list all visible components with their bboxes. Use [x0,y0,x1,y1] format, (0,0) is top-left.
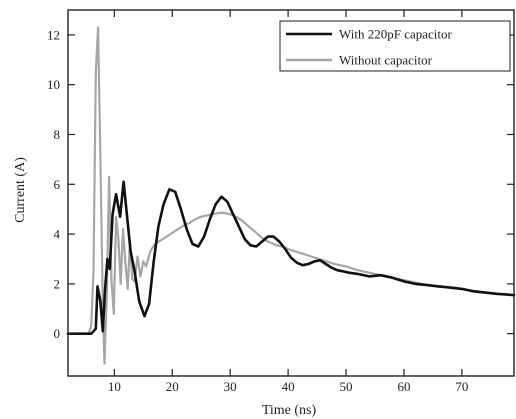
x-tick-label: 10 [108,379,121,394]
x-axis-title: Time (ns) [262,403,317,418]
x-tick-label: 50 [340,379,353,394]
series-layer [66,26,516,365]
legend: With 220pF capacitor Without capacitor [279,20,511,72]
legend-label-with-capacitor: With 220pF capacitor [339,27,453,42]
x-tick-label: 70 [455,379,468,394]
tick-layer: 10 20 30 40 50 60 70 0 2 4 6 8 10 12 [47,10,514,394]
y-tick-label: 10 [47,77,60,92]
legend-label-without-capacitor: Without capacitor [339,53,433,68]
series-line-with-capacitor [66,180,516,336]
x-tick-label: 20 [166,379,179,394]
x-tick-label: 60 [397,379,410,394]
y-tick-label: 4 [54,227,61,242]
series-line-without-capacitor [66,26,516,365]
x-tick-label: 30 [224,379,237,394]
y-tick-label: 0 [54,326,61,341]
x-tick-label: 40 [282,379,295,394]
y-tick-label: 2 [54,276,61,291]
legend-box [279,20,511,72]
plot-frame [67,9,515,377]
y-axis-title: Current (A) [13,157,28,223]
y-tick-label: 6 [54,177,61,192]
y-tick-label: 12 [47,27,60,42]
y-tick-label: 8 [54,127,61,142]
